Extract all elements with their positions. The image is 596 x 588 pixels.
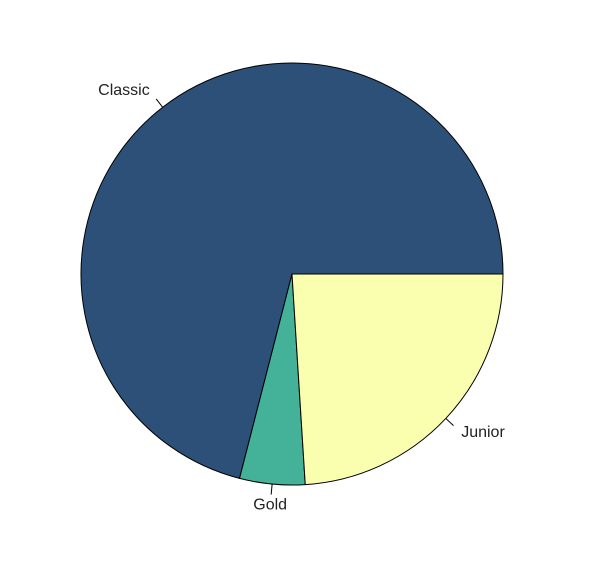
leader-line-junior (445, 418, 454, 427)
pie-leader-lines (155, 98, 454, 495)
leader-line-gold (270, 484, 273, 495)
pie-slice-junior (291, 273, 504, 486)
leader-line-classic (155, 98, 164, 108)
pie-labels: Classic Gold Junior (98, 82, 505, 513)
pie-label-classic: Classic (98, 82, 150, 99)
pie-label-gold: Gold (253, 496, 287, 513)
pie-slices (80, 62, 504, 486)
pie-label-junior: Junior (461, 424, 505, 441)
